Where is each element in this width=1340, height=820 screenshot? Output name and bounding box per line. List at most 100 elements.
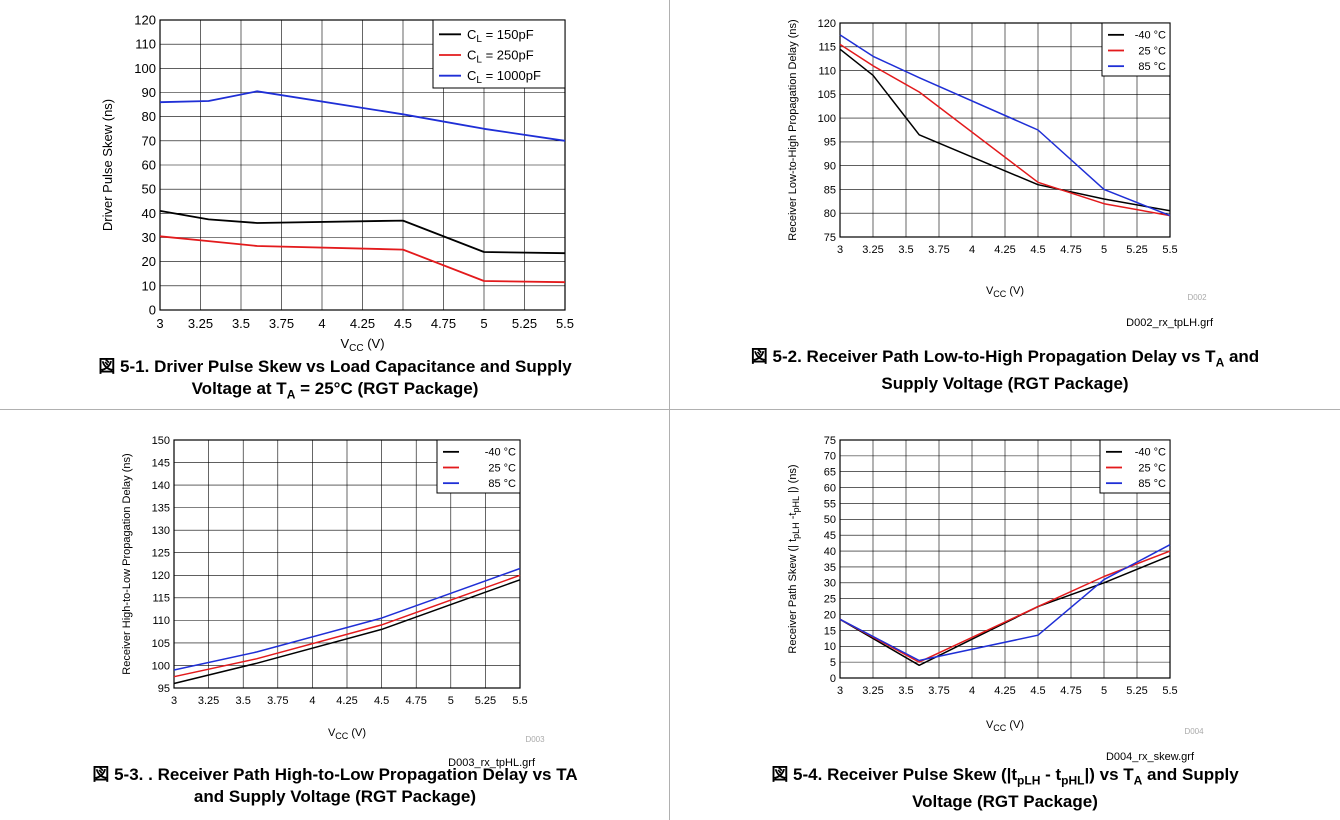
x-tick-label: 3.25 xyxy=(862,685,883,697)
y-tick-label: 115 xyxy=(818,42,836,54)
caption-number: 図 5-4. xyxy=(771,765,828,784)
caption-line: 図 5-4. Receiver Pulse Skew (|tpLH - tpHL… xyxy=(670,764,1340,791)
caption-subscript: pLH xyxy=(1017,773,1041,788)
legend-label: 85 °C xyxy=(488,478,516,490)
caption-text: Supply Voltage (RGT Package) xyxy=(881,374,1129,394)
caption-subscript: A xyxy=(1133,773,1143,788)
x-tick-label: 4 xyxy=(969,685,975,697)
x-axis-label: VCC​ (V) xyxy=(986,719,1024,733)
figure-caption: 図 5-2. Receiver Path Low-to-High Propaga… xyxy=(670,346,1340,395)
caption-line: and Supply Voltage (RGT Package) xyxy=(0,786,670,808)
y-tick-label: 75 xyxy=(824,232,836,244)
x-tick-label: 4 xyxy=(309,695,315,707)
series-line-3 xyxy=(839,544,1171,662)
y-axis-label: Receiver Low-to-High Propagation Delay (… xyxy=(787,19,799,240)
y-tick-label: 135 xyxy=(152,502,170,514)
y-tick-label: 40 xyxy=(142,206,156,221)
y-tick-label: 30 xyxy=(142,230,156,245)
y-tick-label: 35 xyxy=(824,562,836,574)
x-tick-label: 4 xyxy=(318,316,325,331)
x-tick-label: 5.25 xyxy=(512,316,537,331)
y-tick-label: 70 xyxy=(142,133,156,148)
plot-frame xyxy=(173,439,521,689)
plot-frame xyxy=(839,22,1171,238)
legend-label: CL​ = 250pF xyxy=(467,48,534,66)
y-tick-label: 10 xyxy=(142,278,156,293)
x-tick-label: 5.25 xyxy=(1126,685,1147,697)
series-line-2 xyxy=(173,574,521,678)
x-tick-label: 4.5 xyxy=(394,316,412,331)
caption-number: 図 5-1. xyxy=(98,357,155,376)
x-tick-label: 3.5 xyxy=(236,695,251,707)
caption-subscript: pHL xyxy=(1061,773,1085,788)
y-tick-label: 20 xyxy=(824,609,836,621)
x-axis-label: VCC​ (V) xyxy=(328,727,366,741)
y-tick-label: 125 xyxy=(152,548,170,560)
figure-caption: 図 5-4. Receiver Pulse Skew (|tpLH - tpHL… xyxy=(670,764,1340,813)
x-tick-label: 5.5 xyxy=(1162,685,1177,697)
y-tick-label: 90 xyxy=(142,85,156,100)
plot-frame xyxy=(159,19,566,311)
y-tick-label: 140 xyxy=(152,480,170,492)
y-tick-label: 105 xyxy=(818,89,836,101)
y-tick-label: 30 xyxy=(824,578,836,590)
y-tick-label: 15 xyxy=(824,625,836,637)
x-tick-label: 5 xyxy=(480,316,487,331)
series-line-2 xyxy=(159,235,566,284)
figure-caption: 図 5-1. Driver Pulse Skew vs Load Capacit… xyxy=(0,356,670,405)
plot-frame xyxy=(839,439,1171,679)
x-tick-label: 5.5 xyxy=(512,695,527,707)
y-tick-label: 20 xyxy=(142,254,156,269)
y-tick-label: 120 xyxy=(152,570,170,582)
y-tick-label: 25 xyxy=(824,594,836,606)
y-tick-label: 120 xyxy=(134,13,156,28)
legend-label: -40 °C xyxy=(485,447,516,459)
y-tick-label: 0 xyxy=(149,303,156,318)
y-tick-label: 100 xyxy=(152,660,170,672)
caption-text: . Receiver Path High-to-Low Propagation … xyxy=(148,765,578,784)
y-tick-label: 60 xyxy=(142,158,156,173)
caption-subscript: A xyxy=(1215,355,1225,370)
x-tick-label: 4.25 xyxy=(350,316,375,331)
x-tick-label: 4.25 xyxy=(336,695,357,707)
y-tick-label: 95 xyxy=(824,137,836,149)
x-tick-label: 4.5 xyxy=(1030,244,1045,256)
caption-line: Voltage (RGT Package) xyxy=(670,791,1340,813)
x-tick-label: 4.75 xyxy=(405,695,426,707)
legend: -40 °C 25 °C 85 °C xyxy=(1101,22,1171,77)
panel-divider xyxy=(669,0,670,820)
y-tick-label: 50 xyxy=(142,182,156,197)
legend: -40 °C 25 °C 85 °C xyxy=(1099,439,1171,494)
y-tick-label: 55 xyxy=(824,498,836,510)
caption-text: Voltage (RGT Package) xyxy=(912,792,1098,812)
x-axis-label: VCC​ (V) xyxy=(340,336,384,354)
y-tick-label: 110 xyxy=(135,37,156,52)
y-tick-label: 70 xyxy=(824,451,836,463)
figure-tag: D002 xyxy=(1187,293,1207,302)
y-tick-label: 150 xyxy=(152,435,170,447)
y-tick-label: 90 xyxy=(824,161,836,173)
caption-text: Receiver Path Low-to-High Propagation De… xyxy=(806,347,1216,366)
y-tick-label: 5 xyxy=(830,657,836,669)
x-tick-label: 3 xyxy=(156,316,163,331)
x-tick-label: 3.25 xyxy=(862,244,883,256)
figure-tag: D004 xyxy=(1184,727,1204,736)
caption-text: - t xyxy=(1040,765,1062,784)
chart-panel-3: 3 3.25 3.5 3.75 4 4.25 4.5 4.75 5 5.25 5.5 95 100 105… xyxy=(0,410,670,820)
caption-text: and xyxy=(1224,347,1260,366)
x-tick-label: 3 xyxy=(837,244,843,256)
x-tick-label: 3 xyxy=(837,685,843,697)
series-line-3 xyxy=(159,90,566,142)
x-tick-label: 3.75 xyxy=(928,244,949,256)
figure-tag: D003 xyxy=(525,735,545,744)
caption-line: 図 5-3. . Receiver Path High-to-Low Propa… xyxy=(0,764,670,786)
x-tick-label: 4.75 xyxy=(1060,685,1081,697)
x-tick-label: 4.25 xyxy=(994,244,1015,256)
x-tick-label: 4.5 xyxy=(1030,685,1045,697)
legend-label: -40 °C xyxy=(1135,30,1166,42)
figure-filename: D002_rx_tpLH.grf xyxy=(1126,317,1214,329)
figure-caption: 図 5-3. . Receiver Path High-to-Low Propa… xyxy=(0,764,670,808)
legend-label: 85 °C xyxy=(1138,61,1166,73)
y-tick-label: 80 xyxy=(142,109,156,124)
